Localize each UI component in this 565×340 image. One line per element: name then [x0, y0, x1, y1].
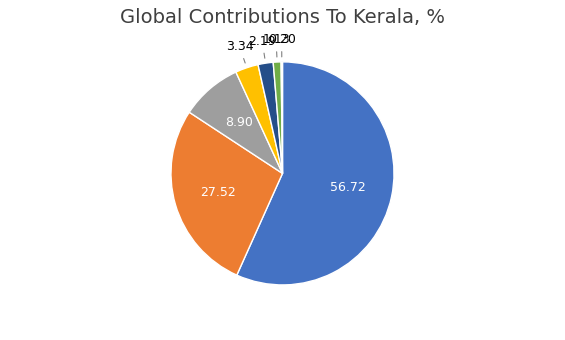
Wedge shape: [273, 62, 282, 173]
Title: Global Contributions To Kerala, %: Global Contributions To Kerala, %: [120, 8, 445, 27]
Text: 1.13: 1.13: [262, 33, 290, 57]
Text: 0.20: 0.20: [268, 33, 295, 57]
Text: 3.34: 3.34: [226, 40, 254, 63]
Text: 8.90: 8.90: [225, 116, 253, 129]
Wedge shape: [258, 62, 282, 173]
Wedge shape: [237, 62, 394, 285]
Wedge shape: [189, 72, 282, 173]
Text: 56.72: 56.72: [330, 181, 366, 194]
Text: 2.19: 2.19: [249, 35, 276, 58]
Text: 27.52: 27.52: [201, 186, 236, 199]
Wedge shape: [236, 65, 282, 173]
Wedge shape: [281, 62, 282, 173]
Wedge shape: [171, 112, 282, 275]
